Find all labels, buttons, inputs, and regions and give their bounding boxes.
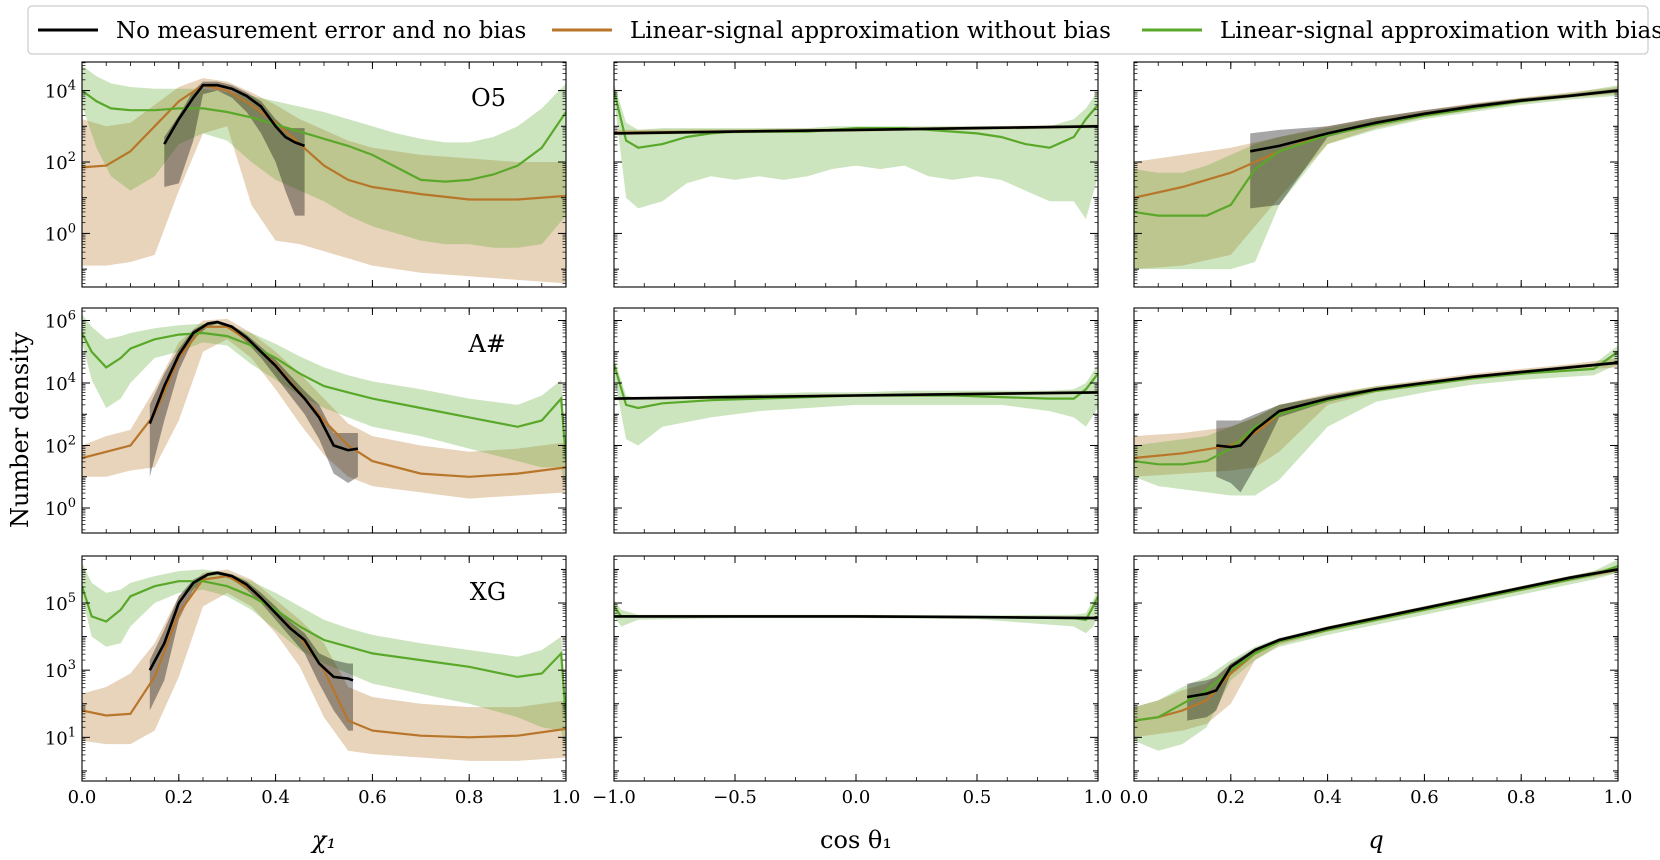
band-1 [1134, 87, 1618, 270]
line-0 [148, 320, 359, 452]
line-2 [82, 89, 566, 183]
panel-r0-c2 [1133, 61, 1619, 288]
x-tick-label: 0.0 [842, 787, 871, 808]
line-0 [614, 391, 1098, 400]
panel-r2-c0: 0.0 0.2 0.4 0.6 0.8 1.0 101 103 105 XG [45, 555, 581, 808]
panel-r2-c2: 0.0 0.2 0.4 0.6 0.8 1.0 [1120, 555, 1633, 808]
band-1 [82, 318, 566, 499]
line-2 [82, 331, 566, 462]
panel-label: O5 [471, 84, 506, 112]
band-2 [1134, 85, 1618, 270]
line-2 [1134, 565, 1618, 722]
panel-label: XG [470, 578, 506, 606]
panel-r1-c2 [1133, 307, 1619, 534]
x-tick-label: 0.4 [261, 787, 290, 808]
legend-label-truth: No measurement error and no bias [116, 18, 526, 44]
y-tick-label: 105 [45, 591, 76, 615]
band-2 [1134, 559, 1618, 751]
y-tick-label: 100 [45, 221, 76, 245]
panel-grid: 100 102 104 O5 100 102 104 106 A# 0.0 0.2 0.4 0.6 0.8… [45, 61, 1633, 808]
line-0 [1216, 361, 1618, 449]
y-axis-title: Number density [6, 332, 34, 529]
x-axis-title-cos-theta1: cos θ₁ [820, 826, 892, 854]
panel-r0-c0: 100 102 104 O5 [45, 61, 567, 288]
legend-label-no-bias: Linear-signal approximation without bias [630, 18, 1111, 44]
plot-area [1134, 559, 1618, 751]
x-tick-label: 0.0 [1120, 787, 1149, 808]
x-tick-label: 1.0 [1084, 787, 1113, 808]
band-2 [614, 83, 1098, 220]
legend-label-with-bias: Linear-signal approximation with bias [1220, 18, 1660, 44]
band-2 [82, 314, 566, 493]
band-2 [82, 562, 566, 755]
plot-area [1134, 85, 1618, 270]
x-axis-title-q: q [1368, 826, 1383, 854]
x-tick-label: 0.5 [963, 787, 992, 808]
band-2 [82, 65, 566, 248]
panel-frame [613, 555, 1099, 782]
y-tick-label: 104 [45, 371, 76, 395]
x-tick-label: 0.8 [455, 787, 484, 808]
plot-area [614, 358, 1098, 446]
plot-area [82, 562, 566, 761]
line-0 [614, 125, 1098, 135]
legend: No measurement error and no bias Linear-… [27, 5, 1660, 55]
line-1 [82, 84, 566, 201]
x-tick-label: −0.5 [713, 787, 757, 808]
x-tick-label: 1.0 [552, 787, 581, 808]
line-0 [148, 571, 354, 682]
x-tick-label: 1.0 [1604, 787, 1633, 808]
x-tick-label: 0.0 [68, 787, 97, 808]
band-2 [614, 358, 1098, 446]
band-1 [1134, 566, 1618, 738]
plot-area [1134, 345, 1618, 496]
plot-area [614, 589, 1098, 634]
line-2 [614, 90, 1098, 149]
line-0 [163, 83, 306, 148]
band-1 [82, 569, 566, 761]
line-0 [614, 615, 1098, 620]
line-0 [1186, 568, 1618, 699]
x-tick-label: 0.8 [1507, 787, 1536, 808]
band-2 [614, 589, 1098, 634]
band-1 [82, 78, 566, 284]
y-tick-label: 106 [45, 309, 76, 333]
y-tick-label: 102 [45, 434, 76, 458]
x-tick-label: 0.4 [1313, 787, 1342, 808]
line-2 [82, 580, 566, 721]
y-tick-label: 103 [45, 658, 76, 682]
x-tick-label: −1.0 [592, 787, 636, 808]
legend-frame [27, 5, 1649, 55]
panel-frame [1133, 307, 1619, 534]
x-axis-title-chi1: χ₁ [310, 826, 336, 854]
plot-area [82, 65, 566, 284]
band-1 [1134, 358, 1618, 477]
x-tick-label: 0.6 [1410, 787, 1439, 808]
y-tick-label: 100 [45, 496, 76, 520]
line-2 [1134, 350, 1618, 466]
panel-r1-c1 [613, 307, 1099, 534]
plot-area [614, 83, 1098, 220]
band-0 [1187, 567, 1618, 721]
panel-r1-c0: 100 102 104 106 A# [45, 307, 567, 534]
panel-r0-c1 [613, 61, 1099, 288]
band-0 [1250, 88, 1618, 209]
band-0 [164, 81, 305, 216]
panel-frame [1133, 555, 1619, 782]
x-tick-label: 0.6 [358, 787, 387, 808]
panel-r2-c1: −1.0 −0.5 0.0 0.5 1.0 [592, 555, 1113, 808]
line-0 [1249, 89, 1618, 153]
band-0 [149, 320, 358, 483]
x-tick-label: 0.2 [1216, 787, 1245, 808]
y-tick-label: 102 [45, 150, 76, 174]
y-tick-label: 101 [45, 725, 76, 749]
x-tick-label: 0.2 [164, 787, 193, 808]
band-2 [1134, 345, 1618, 496]
y-tick-label: 104 [45, 79, 76, 103]
panel-label: A# [468, 330, 506, 358]
plot-area [82, 314, 566, 499]
